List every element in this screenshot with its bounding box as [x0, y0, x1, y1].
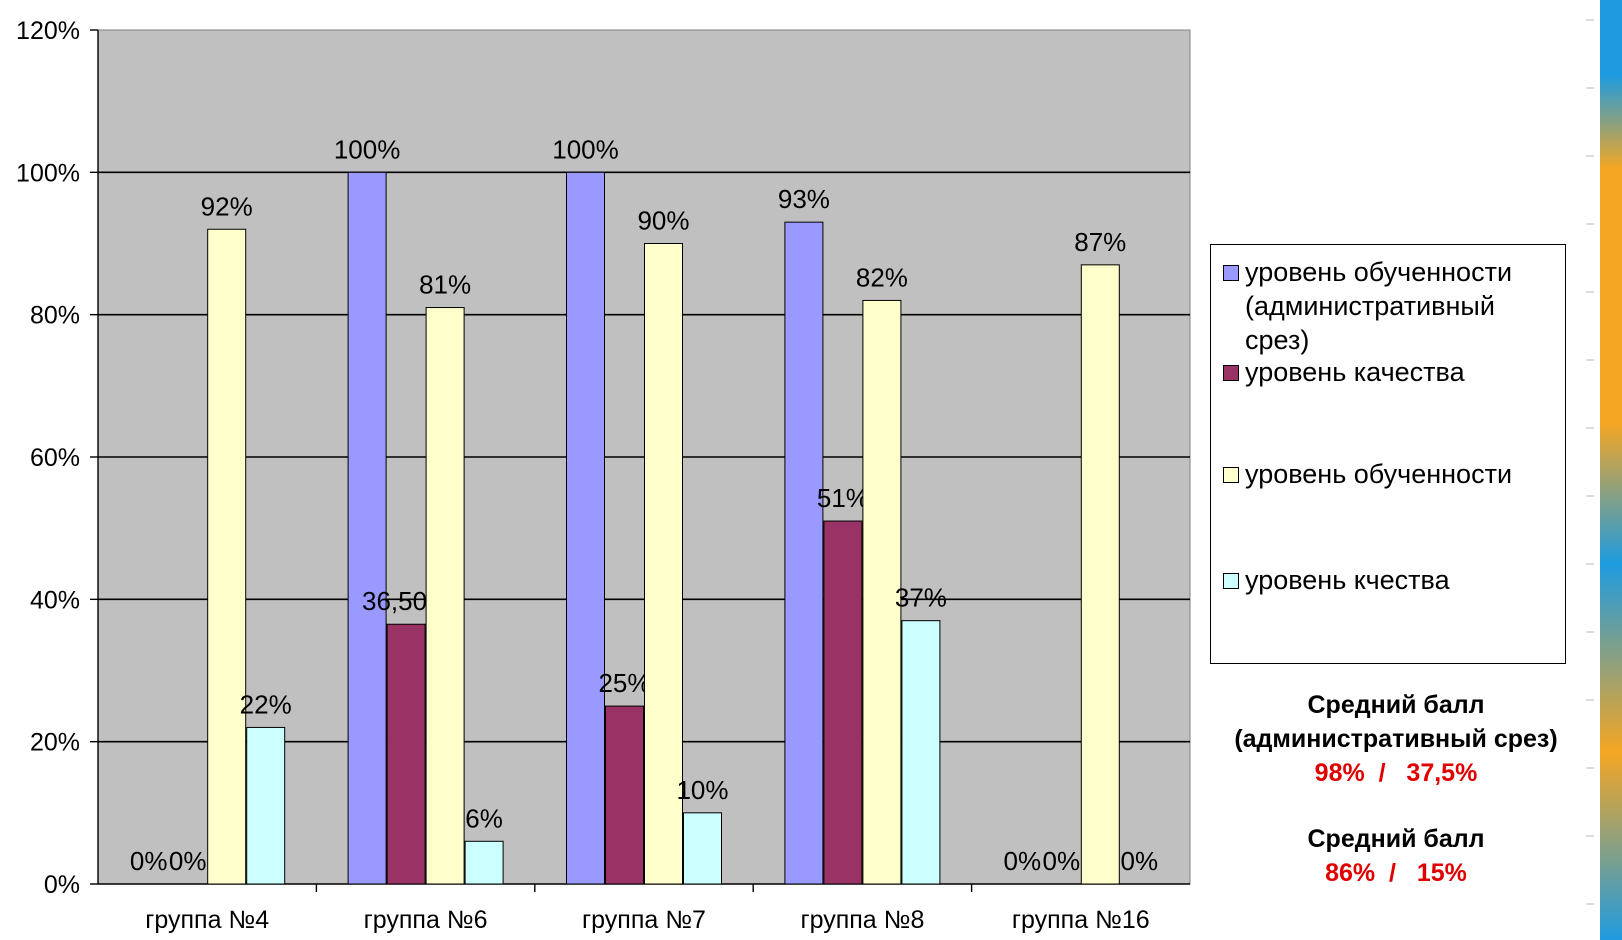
- data-label-series-3-4: 82%: [856, 262, 908, 292]
- summary-admin-title: Средний балл: [1307, 691, 1485, 719]
- y-tick-label-5: 100%: [16, 159, 80, 187]
- decorative-side-ticks: [1586, 19, 1594, 905]
- decorative-side-stripe: [1600, 0, 1622, 940]
- legend-item-series-4: уровень кчества: [1223, 563, 1450, 597]
- y-tick-label-3: 60%: [30, 444, 80, 472]
- summary-overall-title: Средний балл: [1307, 825, 1485, 853]
- summary-overall-separator: /: [1389, 859, 1396, 887]
- legend-label-series-3: уровень обученности: [1245, 459, 1513, 489]
- summary-admin-subtitle: (административный срез): [1234, 725, 1558, 753]
- legend-swatch-series-1: [1223, 265, 1239, 281]
- summary-admin-values: 98% / 37,5%: [1196, 756, 1596, 790]
- data-label-series-1-2: 100%: [334, 134, 401, 164]
- bar-series-4-2: [464, 840, 504, 885]
- data-label-series-4-4: 37%: [895, 583, 947, 613]
- legend-swatch-series-3: [1223, 467, 1239, 483]
- legend-label-series-4: уровень кчества: [1245, 565, 1450, 595]
- y-tick-label-2: 40%: [30, 586, 80, 614]
- x-tick-label-2: группа №6: [364, 906, 488, 934]
- x-tick-label-1: группа №4: [145, 906, 269, 934]
- summary-admin-value-a: 98%: [1314, 759, 1365, 787]
- data-label-series-2-3: 25%: [598, 668, 650, 698]
- summary-admin-value-b: 37,5%: [1406, 759, 1478, 787]
- bar-series-3-2: [425, 307, 465, 885]
- data-label-series-1-5: 0%: [1004, 846, 1042, 876]
- summary-admin: Средний балл (административный срез) 98%…: [1196, 688, 1596, 790]
- x-tick-label-5: группа №16: [1012, 906, 1150, 934]
- data-label-series-4-1: 22%: [240, 689, 292, 719]
- bar-series-3-5: [1080, 264, 1120, 885]
- legend-label-series-1: уровень обученности (административный ср…: [1245, 257, 1513, 355]
- y-tick-label-0: 0%: [44, 871, 80, 899]
- legend: уровень обученности (административный ср…: [1210, 244, 1566, 664]
- bar-series-4-3: [683, 812, 722, 885]
- data-label-series-4-2: 6%: [465, 803, 503, 833]
- y-tick-label-1: 20%: [30, 729, 80, 757]
- data-label-series-3-5: 87%: [1074, 227, 1126, 257]
- summary-admin-separator: /: [1378, 759, 1386, 787]
- bar-series-2-4: [823, 520, 863, 885]
- bar-series-3-4: [862, 299, 902, 885]
- data-label-series-3-3: 90%: [637, 206, 689, 236]
- y-tick-label-6: 120%: [16, 17, 80, 45]
- bar-series-3-3: [644, 243, 683, 885]
- legend-item-series-1: уровень обученности (административный ср…: [1223, 255, 1565, 357]
- data-label-series-3-2: 81%: [419, 270, 471, 300]
- summary-overall-value-b: 15%: [1416, 859, 1467, 887]
- data-label-series-1-3: 100%: [552, 134, 619, 164]
- summary-overall-values: 86% / 15%: [1196, 856, 1596, 890]
- bar-series-4-1: [246, 726, 286, 885]
- x-tick-label-3: группа №7: [582, 906, 706, 934]
- bar-series-2-3: [605, 705, 644, 885]
- bar-series-1-3: [566, 171, 605, 885]
- legend-item-series-2: уровень качества: [1223, 355, 1465, 389]
- legend-item-series-3: уровень обученности: [1223, 457, 1512, 491]
- y-tick-label-4: 80%: [30, 302, 80, 330]
- data-label-series-3-1: 92%: [201, 191, 253, 221]
- summary-overall: Средний балл 86% / 15%: [1196, 822, 1596, 890]
- bar-series-2-2: [386, 623, 426, 885]
- data-label-series-1-4: 93%: [778, 184, 830, 214]
- x-tick-label-4: группа №8: [800, 906, 924, 934]
- data-label-series-1-1: 0%: [130, 846, 168, 876]
- data-label-series-2-4: 51%: [817, 483, 869, 513]
- bar-series-1-2: [347, 171, 387, 885]
- bar-series-1-4: [784, 221, 824, 885]
- data-label-series-4-5: 0%: [1121, 846, 1159, 876]
- data-label-series-2-1: 0%: [169, 846, 207, 876]
- summary-overall-value-a: 86%: [1325, 859, 1376, 887]
- legend-swatch-series-2: [1223, 365, 1239, 381]
- legend-label-series-2: уровень качества: [1245, 357, 1465, 387]
- data-label-series-2-5: 0%: [1043, 846, 1081, 876]
- bar-series-3-1: [207, 228, 247, 885]
- data-label-series-4-3: 10%: [676, 775, 728, 805]
- legend-swatch-series-4: [1223, 573, 1239, 589]
- bar-series-4-4: [901, 620, 941, 885]
